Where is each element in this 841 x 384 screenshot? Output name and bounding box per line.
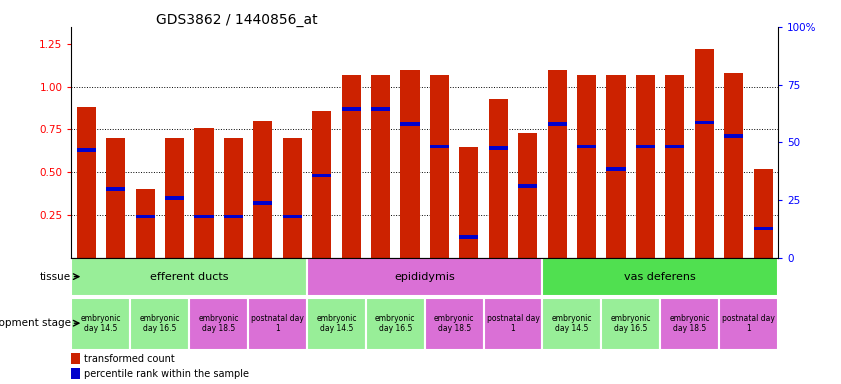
FancyBboxPatch shape bbox=[542, 298, 601, 350]
Text: transformed count: transformed count bbox=[84, 354, 175, 364]
Bar bbox=[665, 145, 685, 148]
Text: embryonic
day 14.5: embryonic day 14.5 bbox=[552, 313, 592, 333]
Bar bbox=[695, 121, 714, 124]
Bar bbox=[135, 189, 155, 258]
Bar bbox=[341, 107, 361, 111]
FancyBboxPatch shape bbox=[248, 298, 307, 350]
Text: epididymis: epididymis bbox=[394, 271, 455, 281]
Bar bbox=[636, 75, 655, 258]
Text: vas deferens: vas deferens bbox=[624, 271, 696, 281]
FancyBboxPatch shape bbox=[366, 298, 425, 350]
Bar bbox=[724, 73, 743, 258]
Bar bbox=[224, 138, 243, 258]
Bar bbox=[636, 145, 655, 148]
Bar bbox=[165, 138, 184, 258]
FancyBboxPatch shape bbox=[71, 298, 130, 350]
Text: efferent ducts: efferent ducts bbox=[150, 271, 229, 281]
Bar bbox=[77, 148, 96, 152]
FancyBboxPatch shape bbox=[484, 298, 542, 350]
Text: embryonic
day 16.5: embryonic day 16.5 bbox=[140, 313, 180, 333]
Bar bbox=[577, 145, 596, 148]
FancyBboxPatch shape bbox=[189, 298, 248, 350]
Text: tissue: tissue bbox=[40, 271, 71, 281]
Bar bbox=[489, 99, 508, 258]
Bar bbox=[71, 353, 80, 364]
Bar bbox=[695, 49, 714, 258]
FancyBboxPatch shape bbox=[601, 298, 660, 350]
Bar bbox=[518, 184, 537, 188]
Bar bbox=[724, 134, 743, 138]
Bar bbox=[400, 70, 420, 258]
Bar bbox=[165, 196, 184, 200]
Bar bbox=[106, 187, 125, 191]
Bar bbox=[194, 128, 214, 258]
FancyBboxPatch shape bbox=[660, 298, 719, 350]
Bar bbox=[312, 174, 331, 177]
Bar bbox=[459, 235, 479, 239]
Bar bbox=[194, 215, 214, 218]
Bar bbox=[135, 215, 155, 218]
Bar bbox=[253, 121, 272, 258]
Text: embryonic
day 16.5: embryonic day 16.5 bbox=[375, 313, 415, 333]
Bar bbox=[224, 215, 243, 218]
Bar bbox=[430, 75, 449, 258]
Bar bbox=[371, 107, 390, 111]
Bar bbox=[371, 75, 390, 258]
Text: embryonic
day 18.5: embryonic day 18.5 bbox=[434, 313, 474, 333]
Text: postnatal day
1: postnatal day 1 bbox=[251, 313, 304, 333]
Bar bbox=[71, 368, 80, 379]
Text: embryonic
day 18.5: embryonic day 18.5 bbox=[198, 313, 239, 333]
Bar bbox=[283, 138, 302, 258]
Bar bbox=[489, 146, 508, 150]
Bar bbox=[459, 147, 479, 258]
Bar bbox=[606, 75, 626, 258]
Text: embryonic
day 14.5: embryonic day 14.5 bbox=[81, 313, 121, 333]
FancyBboxPatch shape bbox=[307, 258, 542, 296]
Bar bbox=[341, 75, 361, 258]
Bar bbox=[400, 122, 420, 126]
FancyBboxPatch shape bbox=[71, 258, 307, 296]
Bar bbox=[518, 133, 537, 258]
FancyBboxPatch shape bbox=[425, 298, 484, 350]
Text: embryonic
day 14.5: embryonic day 14.5 bbox=[316, 313, 357, 333]
Text: percentile rank within the sample: percentile rank within the sample bbox=[84, 369, 249, 379]
Bar bbox=[547, 122, 567, 126]
Bar bbox=[312, 111, 331, 258]
Text: embryonic
day 16.5: embryonic day 16.5 bbox=[611, 313, 651, 333]
Bar bbox=[577, 75, 596, 258]
Bar bbox=[77, 107, 96, 258]
Text: GDS3862 / 1440856_at: GDS3862 / 1440856_at bbox=[156, 13, 318, 27]
Bar bbox=[283, 215, 302, 218]
Bar bbox=[547, 70, 567, 258]
Bar bbox=[665, 75, 685, 258]
Text: embryonic
day 18.5: embryonic day 18.5 bbox=[669, 313, 710, 333]
FancyBboxPatch shape bbox=[719, 298, 778, 350]
Text: postnatal day
1: postnatal day 1 bbox=[487, 313, 539, 333]
Bar bbox=[106, 138, 125, 258]
Bar bbox=[606, 167, 626, 170]
Bar bbox=[754, 169, 773, 258]
Bar bbox=[430, 145, 449, 148]
Bar bbox=[253, 201, 272, 205]
Text: development stage: development stage bbox=[0, 318, 71, 328]
Text: postnatal day
1: postnatal day 1 bbox=[722, 313, 775, 333]
FancyBboxPatch shape bbox=[130, 298, 189, 350]
FancyBboxPatch shape bbox=[542, 258, 778, 296]
Bar bbox=[754, 227, 773, 230]
FancyBboxPatch shape bbox=[307, 298, 366, 350]
